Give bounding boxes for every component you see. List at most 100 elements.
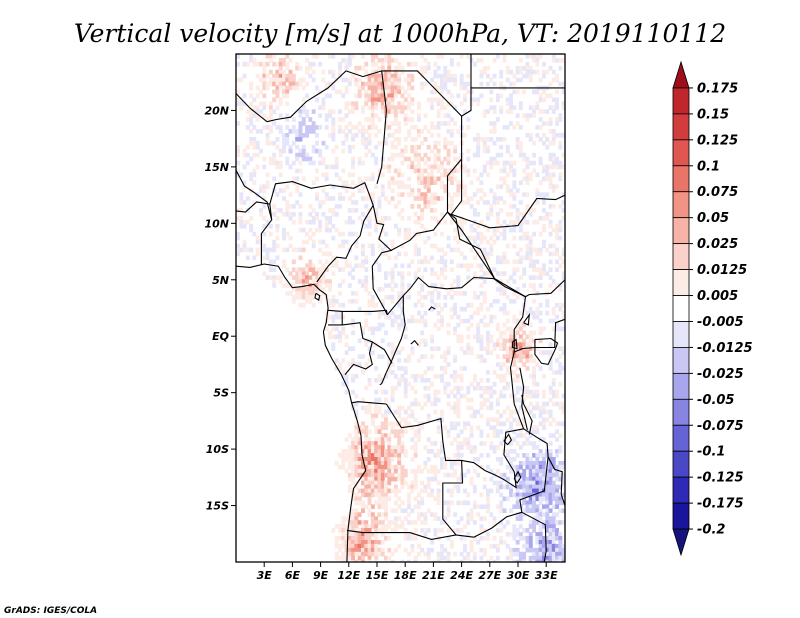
velocity-cell xyxy=(518,464,523,470)
velocity-cell xyxy=(499,176,504,182)
velocity-cell xyxy=(486,504,490,509)
velocity-cell xyxy=(328,302,332,308)
velocity-cell xyxy=(459,385,464,391)
velocity-cell xyxy=(347,208,352,213)
velocity-cell xyxy=(390,464,395,470)
velocity-cell xyxy=(561,271,565,276)
velocity-cell xyxy=(341,140,346,146)
velocity-cell xyxy=(374,449,379,454)
velocity-cell xyxy=(558,81,563,87)
velocity-cell xyxy=(338,267,342,272)
velocity-cell xyxy=(377,168,382,174)
velocity-cell xyxy=(285,113,290,118)
velocity-cell xyxy=(532,105,536,110)
velocity-cell xyxy=(515,121,520,126)
velocity-cell xyxy=(380,85,385,91)
velocity-cell xyxy=(476,334,481,340)
velocity-cell xyxy=(384,140,388,146)
velocity-cell xyxy=(538,338,543,344)
velocity-cell xyxy=(272,243,277,249)
velocity-cell xyxy=(367,512,372,517)
velocity-cell xyxy=(548,105,553,110)
velocity-cell xyxy=(453,468,457,474)
velocity-cell xyxy=(472,239,477,245)
velocity-cell xyxy=(387,200,392,205)
velocity-cell xyxy=(324,144,329,150)
velocity-cell xyxy=(288,204,293,209)
velocity-cell xyxy=(347,109,352,114)
velocity-cell xyxy=(377,512,382,517)
velocity-cell xyxy=(334,227,339,233)
velocity-cell xyxy=(357,85,362,91)
velocity-cell xyxy=(367,302,372,308)
velocity-cell xyxy=(331,326,336,332)
velocity-cell xyxy=(440,231,444,237)
velocity-cell xyxy=(548,121,553,126)
velocity-cell xyxy=(390,152,395,158)
velocity-cell xyxy=(295,81,300,87)
velocity-cell xyxy=(255,164,260,170)
velocity-cell xyxy=(400,445,405,450)
velocity-cell xyxy=(502,291,507,296)
velocity-cell xyxy=(344,184,349,189)
velocity-cell xyxy=(390,472,395,478)
velocity-cell xyxy=(370,476,375,482)
velocity-cell xyxy=(321,172,326,178)
velocity-cell xyxy=(561,133,565,138)
velocity-cell xyxy=(463,472,467,478)
velocity-cell xyxy=(397,271,402,276)
velocity-cell xyxy=(469,543,474,549)
velocity-cell xyxy=(344,543,349,549)
velocity-cell xyxy=(384,271,388,276)
velocity-cell xyxy=(463,547,467,553)
velocity-cell xyxy=(456,433,461,438)
velocity-cell xyxy=(354,133,359,138)
niger-south-border xyxy=(236,170,273,221)
velocity-cell xyxy=(515,559,520,562)
velocity-cell xyxy=(453,227,457,233)
velocity-cell xyxy=(354,540,359,545)
velocity-cell xyxy=(479,354,484,359)
velocity-cell xyxy=(492,417,497,423)
velocity-cell xyxy=(357,216,362,221)
velocity-cell xyxy=(538,330,543,336)
velocity-cell xyxy=(331,235,336,241)
velocity-cell xyxy=(525,476,530,482)
velocity-cell xyxy=(542,453,546,458)
velocity-cell xyxy=(472,137,477,142)
velocity-cell xyxy=(535,461,540,466)
velocity-cell xyxy=(380,192,385,197)
velocity-cell xyxy=(403,231,408,237)
velocity-cell xyxy=(449,73,454,79)
velocity-cell xyxy=(476,354,481,359)
velocity-cell xyxy=(538,271,543,276)
velocity-cell xyxy=(436,219,441,225)
velocity-cell xyxy=(499,393,504,399)
velocity-cell xyxy=(542,555,546,561)
velocity-cell xyxy=(239,196,244,201)
velocity-cell xyxy=(255,73,260,79)
colorbar-label: 0.0125 xyxy=(697,263,747,278)
velocity-cell xyxy=(334,160,339,166)
velocity-cell xyxy=(555,512,559,517)
velocity-cell xyxy=(361,219,365,225)
velocity-cell xyxy=(463,133,467,138)
velocity-cell xyxy=(262,105,267,110)
velocity-cell xyxy=(436,164,441,170)
velocity-cell xyxy=(351,200,355,205)
velocity-cell xyxy=(449,259,454,265)
velocity-cell xyxy=(515,350,520,355)
velocity-cell xyxy=(453,401,457,407)
velocity-cell xyxy=(393,385,398,391)
velocity-cell xyxy=(390,528,395,533)
velocity-cell xyxy=(334,156,339,162)
velocity-cell xyxy=(558,445,563,450)
velocity-cell xyxy=(387,520,392,525)
velocity-cell xyxy=(245,219,250,225)
velocity-cell xyxy=(505,385,510,391)
velocity-cell xyxy=(472,500,477,506)
velocity-cell xyxy=(259,77,263,83)
velocity-cell xyxy=(364,520,369,525)
velocity-cell xyxy=(440,212,444,217)
velocity-cell xyxy=(426,413,431,419)
